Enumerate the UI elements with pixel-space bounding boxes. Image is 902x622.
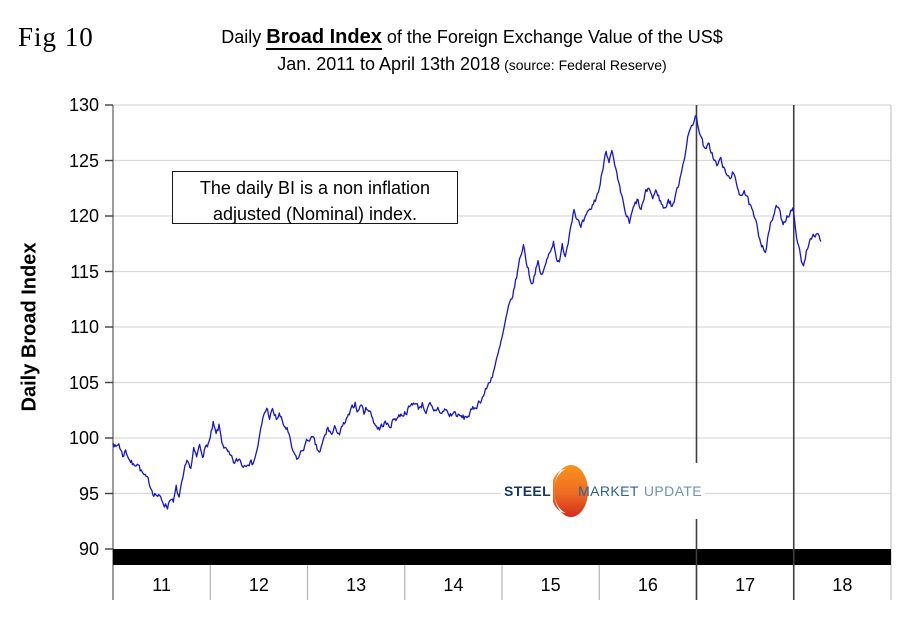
y-tick-label: 115 (70, 261, 99, 282)
smu-logo-word-market: MARKET (578, 483, 639, 499)
smu-logo-word-steel: STEEL (504, 483, 552, 499)
chart-subtitle-source: (source: Federal Reserve) (504, 57, 667, 73)
y-tick-label: 120 (68, 206, 99, 226)
smu-logo-word-update: UPDATE (643, 483, 703, 499)
x-tick-label: 11 (152, 575, 171, 595)
smu-logo: STEEL MARKET UPDATE (501, 463, 706, 519)
y-tick-label: 95 (78, 483, 99, 504)
chart-subtitle-range: Jan. 2011 to April 13th 2018 (277, 54, 501, 74)
annotation-line-1: The daily BI is a non inflation (199, 178, 431, 198)
chart-title: Daily Broad Index of the Foreign Exchange … (122, 24, 822, 50)
y-tick-label: 125 (68, 150, 99, 171)
chart-title-prefix: Daily (221, 27, 262, 47)
smu-logo-crescent-icon (553, 465, 589, 517)
x-tick-label: 17 (735, 575, 756, 595)
x-tick-label: 18 (832, 575, 853, 595)
chart-title-suffix: of the Foreign Exchange Value of the US$ (386, 27, 723, 47)
y-tick-label: 110 (70, 317, 99, 337)
chart-title-emphasis: Broad Index (266, 26, 382, 50)
x-tick-label: 15 (540, 575, 561, 595)
y-tick-label: 90 (78, 539, 99, 559)
y-tick-label: 130 (68, 95, 99, 115)
y-tick-label: 100 (68, 428, 99, 448)
title-block: Daily Broad Index of the Foreign Exchange … (122, 24, 822, 77)
x-tick-label: 14 (443, 575, 464, 595)
figure-number: Fig 10 (18, 22, 94, 52)
chart-subtitle: Jan. 2011 to April 13th 2018 (source: Fed… (122, 52, 822, 77)
x-tick-label: 13 (346, 575, 367, 595)
annotation-line-2: adjusted (Nominal) index. (212, 204, 418, 224)
x-tick-label: 12 (248, 575, 269, 595)
annotation-box: The daily BI is a non inflation adjusted… (172, 171, 458, 224)
x-tick-label: 16 (637, 575, 658, 595)
y-tick-label: 105 (68, 372, 99, 393)
